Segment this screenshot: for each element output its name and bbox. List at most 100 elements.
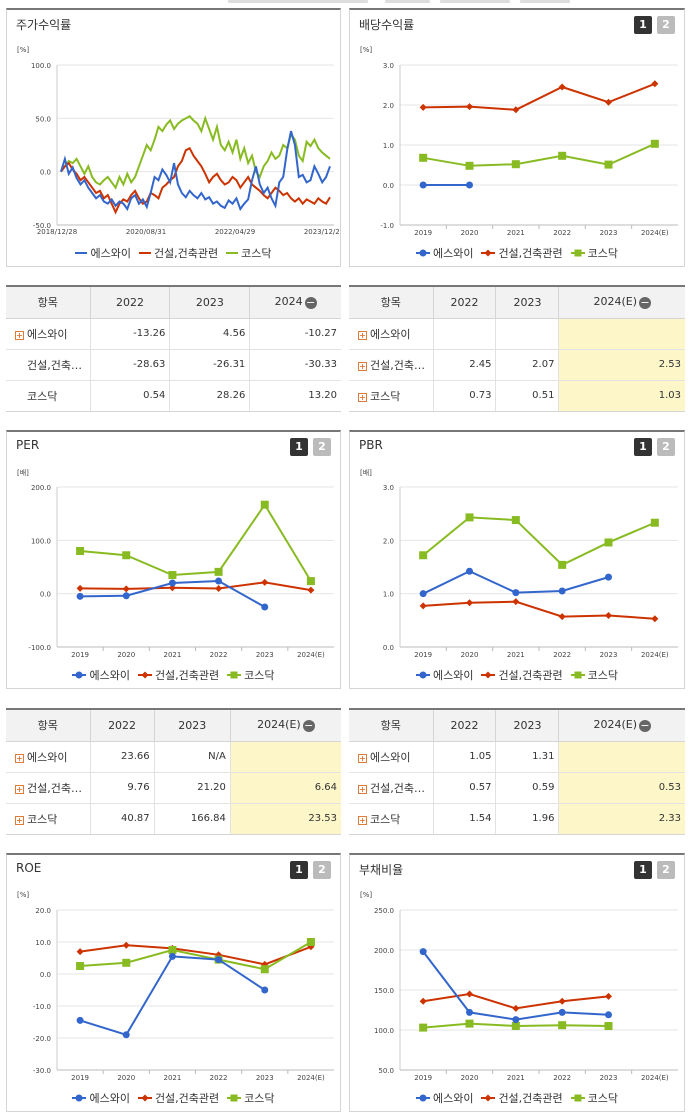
data-point-kosdaq[interactable]	[214, 567, 223, 576]
pager-button-1[interactable]: 1	[290, 438, 308, 456]
pager-button-2[interactable]: 2	[313, 861, 331, 879]
data-point-company[interactable]	[466, 567, 473, 575]
data-point-industry[interactable]	[307, 943, 315, 951]
data-point-kosdaq[interactable]	[168, 946, 177, 954]
pager-button-2[interactable]: 2	[657, 438, 675, 456]
data-point-industry[interactable]	[76, 948, 84, 956]
data-point-kosdaq[interactable]	[122, 551, 131, 560]
collapse-icon[interactable]: −	[638, 296, 651, 310]
data-point-kosdaq[interactable]	[465, 513, 474, 522]
data-point-company[interactable]	[76, 592, 84, 600]
pager-button-2[interactable]: 2	[313, 438, 331, 456]
expand-icon[interactable]: +	[15, 815, 24, 825]
pager-button-1[interactable]: 1	[634, 16, 652, 34]
data-point-kosdaq[interactable]	[511, 516, 520, 525]
expand-icon[interactable]: +	[358, 392, 367, 402]
data-point-industry[interactable]	[261, 960, 269, 968]
data-point-company[interactable]	[419, 590, 427, 598]
data-point-kosdaq[interactable]	[76, 547, 85, 555]
legend-item-industry[interactable]: 건설,건축관련	[481, 1090, 563, 1106]
data-point-kosdaq[interactable]	[604, 1022, 613, 1030]
data-point-industry[interactable]	[307, 586, 315, 594]
data-point-industry[interactable]	[419, 602, 427, 610]
data-point-company[interactable]	[261, 986, 269, 994]
data-point-kosdaq[interactable]	[122, 958, 131, 967]
data-point-company[interactable]	[466, 1008, 473, 1016]
data-point-company[interactable]	[215, 956, 223, 964]
data-point-company[interactable]	[122, 1031, 130, 1039]
data-point-company[interactable]	[466, 181, 473, 189]
collapse-icon[interactable]: −	[304, 296, 317, 310]
data-point-company[interactable]	[215, 577, 223, 585]
data-point-company[interactable]	[512, 589, 520, 597]
legend-item-company[interactable]: 에스와이	[415, 667, 473, 683]
pager-button-2[interactable]: 2	[657, 861, 675, 879]
data-point-kosdaq[interactable]	[558, 560, 567, 569]
data-point-industry[interactable]	[605, 992, 612, 1000]
data-point-kosdaq[interactable]	[306, 577, 315, 586]
data-point-kosdaq[interactable]	[419, 1023, 428, 1032]
data-point-company[interactable]	[261, 603, 269, 611]
data-point-kosdaq[interactable]	[419, 551, 428, 560]
data-point-kosdaq[interactable]	[465, 161, 474, 170]
data-point-kosdaq[interactable]	[419, 153, 428, 162]
data-point-industry[interactable]	[419, 997, 427, 1005]
data-point-industry[interactable]	[558, 997, 566, 1005]
legend-item-company[interactable]: 에스와이	[72, 1090, 130, 1106]
legend-item-kosdaq[interactable]: 코스닥	[227, 1090, 275, 1106]
data-point-industry[interactable]	[215, 584, 223, 592]
legend-item-company[interactable]: 에스와이	[415, 1090, 473, 1106]
data-point-industry[interactable]	[651, 615, 659, 623]
data-point-industry[interactable]	[605, 98, 612, 106]
data-point-company[interactable]	[512, 1016, 520, 1024]
expand-icon[interactable]: +	[15, 330, 24, 340]
data-point-industry[interactable]	[122, 941, 130, 949]
data-point-kosdaq[interactable]	[306, 938, 315, 946]
expand-icon[interactable]: +	[15, 753, 24, 763]
data-point-industry[interactable]	[466, 599, 473, 607]
legend-item-industry[interactable]: 건설,건축관련	[137, 667, 219, 683]
data-point-company[interactable]	[122, 592, 130, 600]
data-point-industry[interactable]	[76, 584, 84, 592]
data-point-company[interactable]	[168, 952, 176, 960]
legend-item-company[interactable]: 에스와이	[72, 667, 130, 683]
data-point-industry[interactable]	[512, 598, 520, 606]
data-point-kosdaq[interactable]	[650, 518, 659, 527]
legend-item-company[interactable]: 에스와이	[415, 245, 473, 261]
data-point-industry[interactable]	[558, 613, 566, 621]
data-point-company[interactable]	[168, 579, 176, 587]
legend-item-kosdaq[interactable]: 코스닥	[570, 667, 618, 683]
data-point-industry[interactable]	[419, 103, 427, 111]
legend-item-company[interactable]: 에스와이	[75, 247, 131, 260]
data-point-industry[interactable]	[558, 83, 566, 91]
legend-item-industry[interactable]: 건설,건축관련	[481, 667, 563, 683]
legend-item-kosdaq[interactable]: 코스닥	[227, 667, 275, 683]
data-point-company[interactable]	[558, 587, 566, 595]
pager-button-1[interactable]: 1	[634, 438, 652, 456]
data-point-kosdaq[interactable]	[168, 571, 177, 579]
data-point-kosdaq[interactable]	[558, 151, 567, 160]
legend-item-industry[interactable]: 건설,건축관련	[138, 247, 219, 260]
data-point-company[interactable]	[419, 181, 427, 189]
expand-icon[interactable]: +	[358, 330, 367, 340]
expand-icon[interactable]: +	[15, 784, 24, 794]
data-point-kosdaq[interactable]	[465, 1019, 474, 1028]
data-point-kosdaq[interactable]	[511, 160, 520, 169]
legend-item-kosdaq[interactable]: 코스닥	[570, 245, 618, 261]
expand-icon[interactable]: +	[358, 361, 367, 371]
expand-icon[interactable]: +	[358, 815, 367, 825]
data-point-company[interactable]	[419, 948, 427, 956]
data-point-kosdaq[interactable]	[650, 139, 659, 148]
data-point-company[interactable]	[605, 573, 612, 581]
collapse-icon[interactable]: −	[638, 719, 651, 733]
data-point-industry[interactable]	[651, 80, 659, 88]
data-point-industry[interactable]	[168, 584, 176, 592]
pager-button-2[interactable]: 2	[657, 16, 675, 34]
data-point-company[interactable]	[76, 1016, 84, 1024]
data-point-kosdaq[interactable]	[260, 500, 269, 509]
data-point-company[interactable]	[605, 1011, 612, 1019]
legend-item-kosdaq[interactable]: 코스닥	[226, 247, 272, 260]
legend-item-industry[interactable]: 건설,건축관련	[481, 245, 563, 261]
data-point-industry[interactable]	[512, 1004, 520, 1012]
data-point-kosdaq[interactable]	[604, 538, 613, 547]
